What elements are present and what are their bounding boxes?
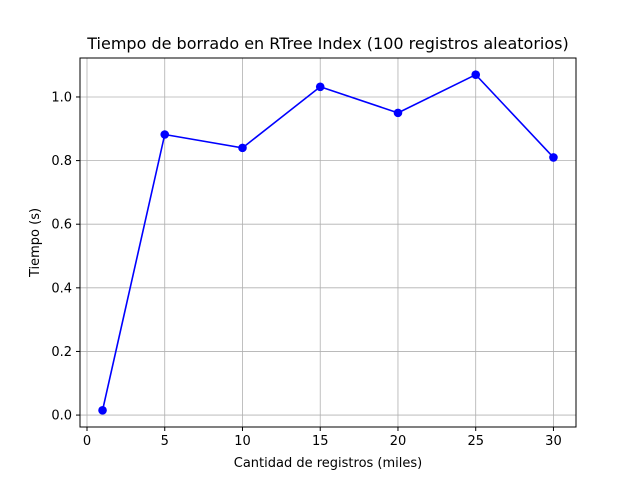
data-point	[549, 153, 558, 162]
data-point	[160, 130, 170, 139]
y-tick-label: 0.8	[51, 154, 72, 169]
data-point	[98, 405, 107, 415]
y-axis-title: Tiempo (s)	[28, 208, 43, 278]
grid-lines	[80, 58, 576, 427]
x-tick-label: 15	[312, 434, 329, 449]
axis-ticks: 0 5 10 15 20 25 30 0.0 0.2 0.4 0.6 0.8 1.0	[51, 90, 561, 449]
x-tick-label: 10	[234, 434, 251, 449]
x-axis-title: Cantidad de registros (miles)	[234, 456, 423, 471]
x-tick-label: 0	[83, 434, 91, 449]
y-tick-label: 0.4	[51, 281, 72, 296]
data-point	[393, 108, 403, 118]
data-point	[238, 143, 247, 153]
x-tick-label: 30	[545, 434, 562, 449]
chart-title: Tiempo de borrado en RTree Index (100 re…	[86, 34, 568, 53]
y-tick-label: 0.6	[51, 218, 72, 233]
data-point	[315, 82, 325, 92]
x-tick-label: 5	[161, 434, 169, 449]
plot-frame	[79, 57, 577, 428]
y-tick-label: 0.0	[51, 409, 72, 424]
y-tick-label: 1.0	[51, 90, 72, 105]
x-tick-label: 25	[467, 434, 484, 449]
plot-area-background	[80, 58, 576, 427]
y-tick-label: 0.2	[51, 345, 72, 360]
x-tick-label: 20	[390, 434, 407, 449]
series-group	[98, 70, 558, 415]
data-point	[471, 70, 481, 80]
